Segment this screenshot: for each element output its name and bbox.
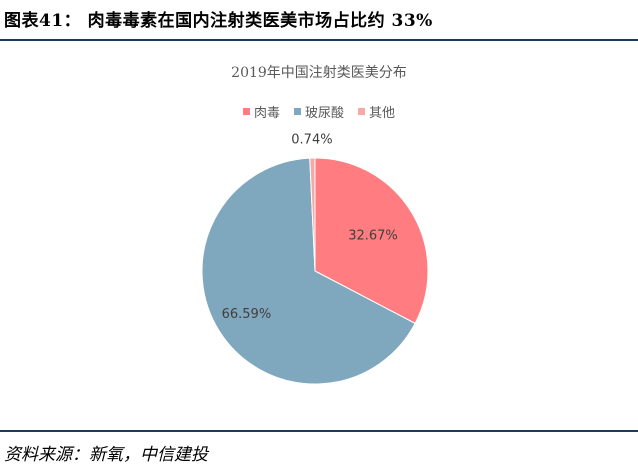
figure-title: 图表41： 肉毒毒素在国内注射类医美市场占比约 33% [4, 11, 433, 31]
legend-swatch [242, 108, 250, 115]
pie-slice [309, 157, 316, 272]
pie-chart: 2019年中国注射类医美分布 肉毒 玻尿酸 其他 32.67% 66.59% 0.74% [0, 41, 638, 430]
slice-label: 32.67% [348, 228, 398, 243]
source-note: 资料来源：新氧，中信建投 [4, 445, 208, 465]
chart-legend: 肉毒 玻尿酸 其他 [0, 102, 638, 121]
legend-label: 玻尿酸 [304, 106, 344, 121]
bottom-rule [0, 430, 638, 432]
legend-item: 玻尿酸 [293, 102, 344, 121]
legend-swatch [358, 108, 365, 115]
legend-item: 其他 [358, 102, 395, 121]
top-rule [0, 39, 638, 41]
slice-label: 0.74% [291, 132, 332, 147]
chart-title: 2019年中国注射类医美分布 [231, 65, 407, 81]
pie-slice [314, 157, 429, 325]
legend-label: 其他 [369, 106, 396, 121]
pie-svg: 32.67% 66.59% 0.74% [201, 132, 429, 385]
legend-label: 肉毒 [253, 106, 280, 121]
legend-swatch [293, 108, 301, 115]
legend-item: 肉毒 [242, 102, 280, 121]
slice-label: 66.59% [222, 307, 272, 322]
pie-slice [201, 157, 416, 385]
